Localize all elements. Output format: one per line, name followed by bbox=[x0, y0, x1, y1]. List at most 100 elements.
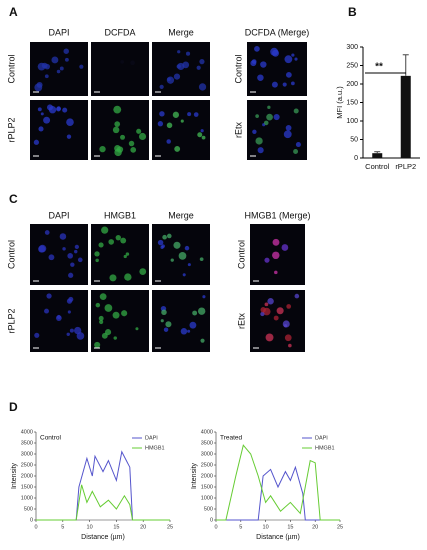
y-tick-label: 200 bbox=[346, 81, 358, 88]
y-tick-label: 150 bbox=[346, 99, 358, 106]
cell bbox=[162, 234, 167, 240]
y-tick-label: 1000 bbox=[201, 495, 213, 501]
cell bbox=[288, 343, 292, 348]
y-tick-label: 4000 bbox=[21, 429, 33, 435]
cell bbox=[182, 273, 186, 277]
x-tick-label: 5 bbox=[61, 524, 64, 530]
cell bbox=[295, 141, 301, 148]
cell bbox=[40, 112, 44, 116]
cell bbox=[271, 81, 278, 88]
cell bbox=[67, 310, 71, 314]
cell bbox=[250, 60, 257, 67]
cell bbox=[113, 105, 122, 114]
cell bbox=[104, 304, 113, 312]
cell bbox=[128, 140, 135, 147]
cell bbox=[38, 244, 47, 253]
y-tick-label: 3500 bbox=[21, 440, 33, 446]
cell bbox=[130, 60, 135, 66]
cell bbox=[98, 242, 104, 248]
micrograph bbox=[91, 224, 149, 285]
cell bbox=[285, 125, 292, 131]
row-label: rEtx bbox=[233, 122, 243, 139]
cell bbox=[264, 257, 270, 263]
y-tick-label: 2500 bbox=[201, 462, 213, 468]
cell bbox=[56, 69, 61, 74]
column-header: Merge bbox=[168, 210, 194, 220]
cell bbox=[166, 76, 175, 84]
cell bbox=[293, 108, 299, 114]
cell bbox=[166, 122, 173, 129]
cell bbox=[284, 334, 292, 342]
cell bbox=[130, 147, 137, 153]
cell bbox=[294, 293, 300, 299]
panel-label: D bbox=[9, 400, 18, 414]
micrograph bbox=[152, 290, 210, 352]
cell bbox=[157, 239, 164, 246]
cell bbox=[95, 302, 101, 308]
cell bbox=[94, 251, 100, 257]
cell bbox=[109, 274, 117, 282]
cell bbox=[120, 134, 126, 140]
cell bbox=[187, 263, 191, 267]
cell bbox=[263, 120, 269, 126]
y-tick-label: 0 bbox=[30, 517, 33, 523]
cell bbox=[265, 333, 274, 342]
cell bbox=[66, 134, 72, 139]
cell bbox=[48, 254, 55, 261]
x-tick-label: 10 bbox=[263, 524, 269, 530]
cell bbox=[74, 244, 79, 249]
column-header: Merge bbox=[168, 27, 194, 37]
y-tick-label: 4000 bbox=[201, 429, 213, 435]
legend-label: DAPI bbox=[145, 435, 158, 441]
cell bbox=[114, 145, 121, 152]
cell bbox=[44, 230, 50, 235]
y-tick-label: 0 bbox=[354, 155, 358, 162]
cell bbox=[260, 61, 267, 68]
cell bbox=[192, 310, 198, 316]
cell bbox=[173, 241, 181, 249]
cell bbox=[272, 238, 280, 246]
cell bbox=[200, 129, 204, 133]
cell bbox=[112, 311, 120, 319]
cell bbox=[180, 328, 188, 335]
cell bbox=[99, 319, 104, 325]
cell bbox=[272, 49, 279, 57]
panel-label: B bbox=[348, 5, 357, 19]
column-header: DCFDA (Merge) bbox=[245, 27, 310, 37]
cell bbox=[104, 329, 112, 336]
cell bbox=[193, 112, 199, 117]
bar bbox=[372, 153, 383, 158]
cell bbox=[285, 72, 292, 78]
micrograph bbox=[91, 42, 149, 96]
cell bbox=[38, 126, 44, 132]
cell bbox=[199, 59, 205, 65]
cell bbox=[176, 64, 181, 69]
cell bbox=[184, 245, 190, 251]
cell bbox=[293, 149, 299, 154]
row-label: Control bbox=[6, 54, 16, 83]
y-tick-label: 50 bbox=[350, 136, 358, 143]
micrograph bbox=[250, 290, 305, 352]
cell bbox=[197, 307, 206, 315]
cell bbox=[98, 315, 104, 321]
row-label: Control bbox=[233, 54, 243, 83]
chart-title: Control bbox=[40, 435, 62, 442]
cell bbox=[62, 247, 66, 251]
column-header: DAPI bbox=[48, 210, 69, 220]
x-tick-label: 0 bbox=[34, 524, 37, 530]
x-tick-label: 10 bbox=[87, 524, 93, 530]
cell bbox=[34, 83, 43, 92]
x-tick-label: 20 bbox=[312, 524, 318, 530]
y-tick-label: 3500 bbox=[201, 440, 213, 446]
cell bbox=[43, 116, 51, 124]
cell bbox=[66, 118, 74, 127]
cell bbox=[139, 268, 147, 275]
cell bbox=[273, 315, 279, 321]
cell bbox=[95, 258, 99, 263]
cell bbox=[63, 48, 69, 54]
y-axis-label: Intensity bbox=[11, 462, 18, 489]
y-tick-label: 0 bbox=[210, 517, 213, 523]
cell bbox=[123, 254, 127, 259]
x-tick-label: 0 bbox=[214, 524, 217, 530]
